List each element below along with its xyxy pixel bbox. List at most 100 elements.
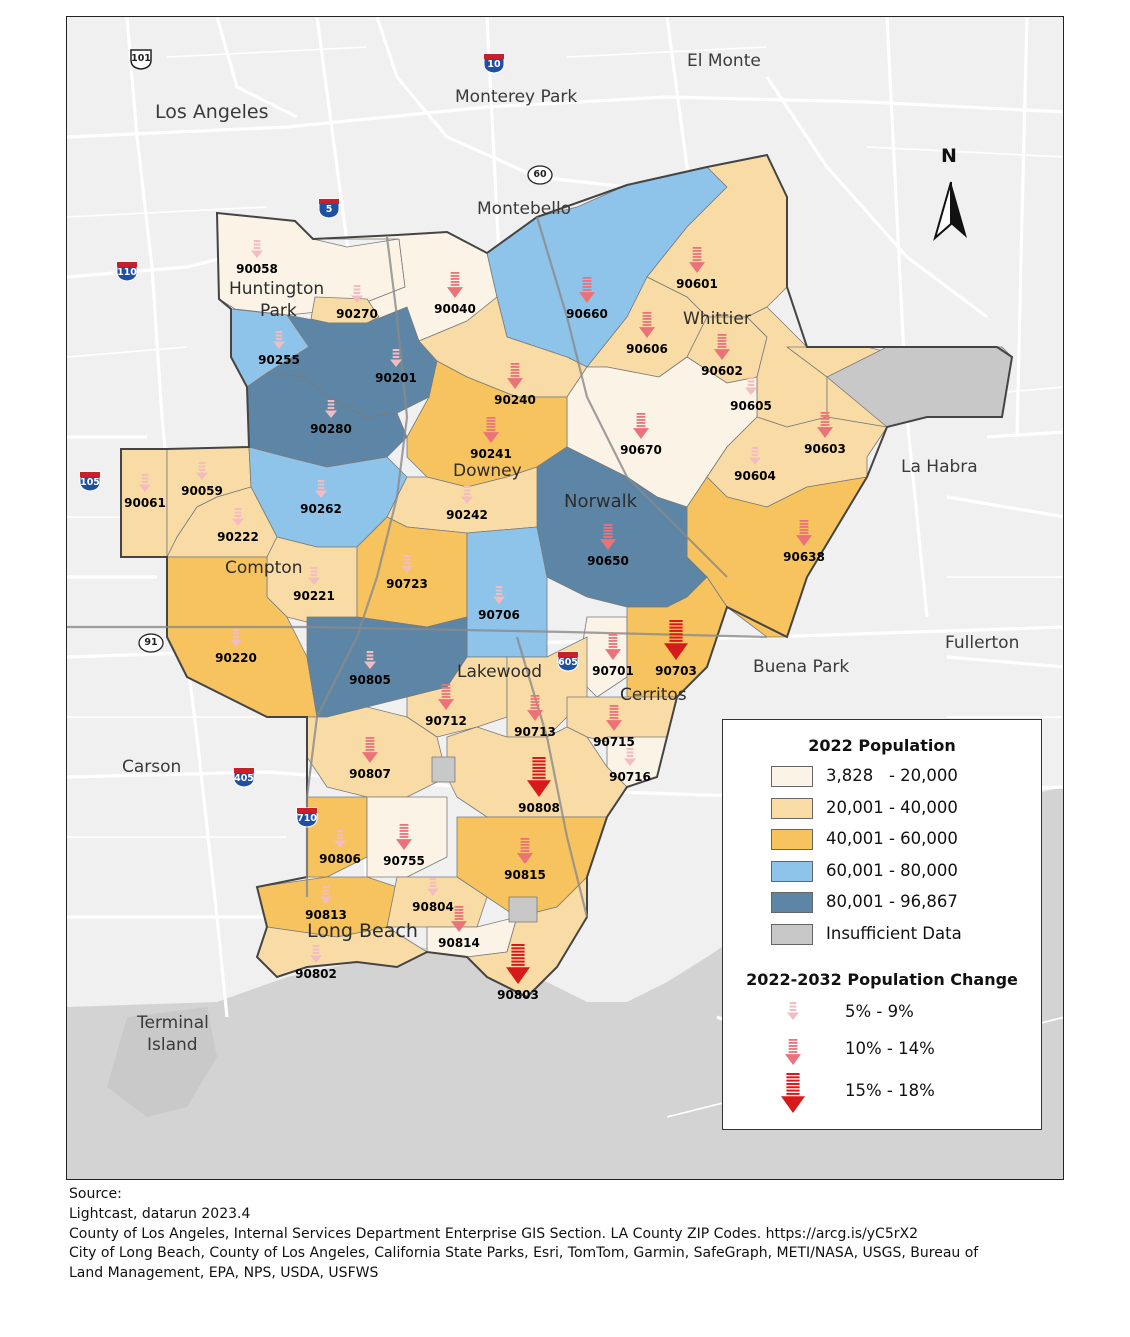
change-arrow-icon	[230, 629, 242, 647]
study-area-outline	[120, 153, 1014, 999]
change-arrow-90220	[230, 629, 242, 651]
legend-change-item: 15% - 18%	[723, 1073, 1041, 1113]
zip-label-90755[interactable]: 90755	[383, 854, 425, 868]
zip-label-90280[interactable]: 90280	[310, 422, 352, 436]
change-arrow-icon	[483, 417, 499, 443]
zip-label-90606[interactable]: 90606	[626, 342, 668, 356]
change-arrow-icon	[600, 524, 616, 550]
zip-label-90040[interactable]: 90040	[434, 302, 476, 316]
zip-label-90602[interactable]: 90602	[701, 364, 743, 378]
city-label-whittier: Whittier	[683, 309, 751, 329]
zip-label-90601[interactable]: 90601	[676, 277, 718, 291]
zip-label-90059[interactable]: 90059	[181, 484, 223, 498]
legend-swatch	[771, 892, 813, 914]
change-arrow-icon	[605, 634, 621, 660]
zip-label-90270[interactable]: 90270	[336, 307, 378, 321]
city-label-long-beach: Long Beach	[307, 920, 418, 942]
zip-label-90660[interactable]: 90660	[566, 307, 608, 321]
change-arrow-icon	[308, 567, 320, 585]
zip-label-90807[interactable]: 90807	[349, 767, 391, 781]
change-arrow-90606	[639, 312, 655, 342]
zip-label-90638[interactable]: 90638	[783, 550, 825, 564]
zip-label-90255[interactable]: 90255	[258, 353, 300, 367]
zip-label-90603[interactable]: 90603	[804, 442, 846, 456]
zip-label-90670[interactable]: 90670	[620, 443, 662, 457]
change-arrow-90240	[507, 363, 523, 393]
change-arrow-icon	[639, 312, 655, 338]
zip-label-90242[interactable]: 90242	[446, 508, 488, 522]
change-arrow-90660	[579, 277, 595, 307]
legend-arrow-icon	[781, 1073, 805, 1113]
city-label-buena-park: Buena Park	[753, 657, 850, 677]
zip-label-90262[interactable]: 90262	[300, 502, 342, 516]
change-arrow-90638	[796, 520, 812, 550]
change-arrow-icon	[438, 684, 454, 710]
zip-label-90806[interactable]: 90806	[319, 852, 361, 866]
change-arrow-90604	[749, 447, 761, 469]
zip-label-90815[interactable]: 90815	[504, 868, 546, 882]
zip-label-90716[interactable]: 90716	[609, 770, 651, 784]
city-label-downey: Downey	[453, 461, 522, 481]
change-arrow-icon	[320, 886, 332, 904]
zip-label-90241[interactable]: 90241	[470, 447, 512, 461]
city-label-huntington-park-2: Park	[260, 301, 297, 321]
legend-swatch	[771, 860, 813, 882]
source-line-2: County of Los Angeles, Internal Services…	[69, 1225, 918, 1242]
city-label-montebello: Montebello	[477, 199, 572, 219]
legend-change-title: 2022-2032 Population Change	[746, 970, 1018, 989]
change-arrow-icon	[196, 462, 208, 480]
change-arrow-90602	[714, 334, 730, 364]
change-arrow-icon	[451, 906, 467, 932]
zip-label-90808[interactable]: 90808	[518, 801, 560, 815]
zip-label-90604[interactable]: 90604	[734, 469, 776, 483]
zip-label-90220[interactable]: 90220	[215, 651, 257, 665]
change-arrow-icon	[447, 272, 463, 298]
change-arrow-icon	[817, 412, 833, 438]
change-arrow-90040	[447, 272, 463, 302]
zip-label-90805[interactable]: 90805	[349, 673, 391, 687]
zip-label-90804[interactable]: 90804	[412, 900, 454, 914]
change-arrow-icon	[334, 830, 346, 848]
zip-label-90802[interactable]: 90802	[295, 967, 337, 981]
change-arrow-icon	[396, 824, 412, 850]
change-arrow-icon	[401, 555, 413, 573]
change-arrow-90802	[310, 945, 322, 967]
zip-label-90814[interactable]: 90814	[438, 936, 480, 950]
zip-label-90803[interactable]: 90803	[497, 988, 539, 1002]
zip-label-90713[interactable]: 90713	[514, 725, 556, 739]
legend-arrow-icon	[787, 1002, 799, 1020]
change-arrow-icon	[390, 349, 402, 367]
zip-label-90605[interactable]: 90605	[730, 399, 772, 413]
change-arrow-icon	[633, 413, 649, 439]
change-arrow-90805	[364, 651, 376, 673]
change-arrow-90058	[251, 240, 263, 262]
change-arrow-90222	[232, 508, 244, 530]
zip-label-90650[interactable]: 90650	[587, 554, 629, 568]
source-line-1: Lightcast, datarun 2023.4	[69, 1205, 251, 1222]
zip-label-90712[interactable]: 90712	[425, 714, 467, 728]
zip-label-90813[interactable]: 90813	[305, 908, 347, 922]
change-arrow-90712	[438, 684, 454, 714]
zip-label-90221[interactable]: 90221	[293, 589, 335, 603]
zip-label-90706[interactable]: 90706	[478, 608, 520, 622]
change-arrow-icon	[461, 486, 473, 504]
zip-label-90715[interactable]: 90715	[593, 735, 635, 749]
change-arrow-icon	[606, 705, 622, 731]
ca-60-shield: 60	[526, 164, 554, 186]
zip-label-90703[interactable]: 90703	[655, 664, 697, 678]
zip-label-90058[interactable]: 90058	[236, 262, 278, 276]
change-arrow-90241	[483, 417, 499, 447]
zip-label-90201[interactable]: 90201	[375, 371, 417, 385]
city-label-el-monte: El Monte	[687, 51, 761, 71]
zip-label-90240[interactable]: 90240	[494, 393, 536, 407]
city-label-terminal-island-2: Island	[147, 1035, 198, 1055]
port	[107, 1007, 217, 1117]
city-label-terminal-island: Terminal	[137, 1013, 209, 1033]
change-arrow-90701	[605, 634, 621, 664]
zip-label-90061[interactable]: 90061	[124, 496, 166, 510]
change-arrow-icon	[507, 363, 523, 389]
change-arrow-90755	[396, 824, 412, 854]
zip-label-90222[interactable]: 90222	[217, 530, 259, 544]
zip-label-90723[interactable]: 90723	[386, 577, 428, 591]
zip-label-90701[interactable]: 90701	[592, 664, 634, 678]
